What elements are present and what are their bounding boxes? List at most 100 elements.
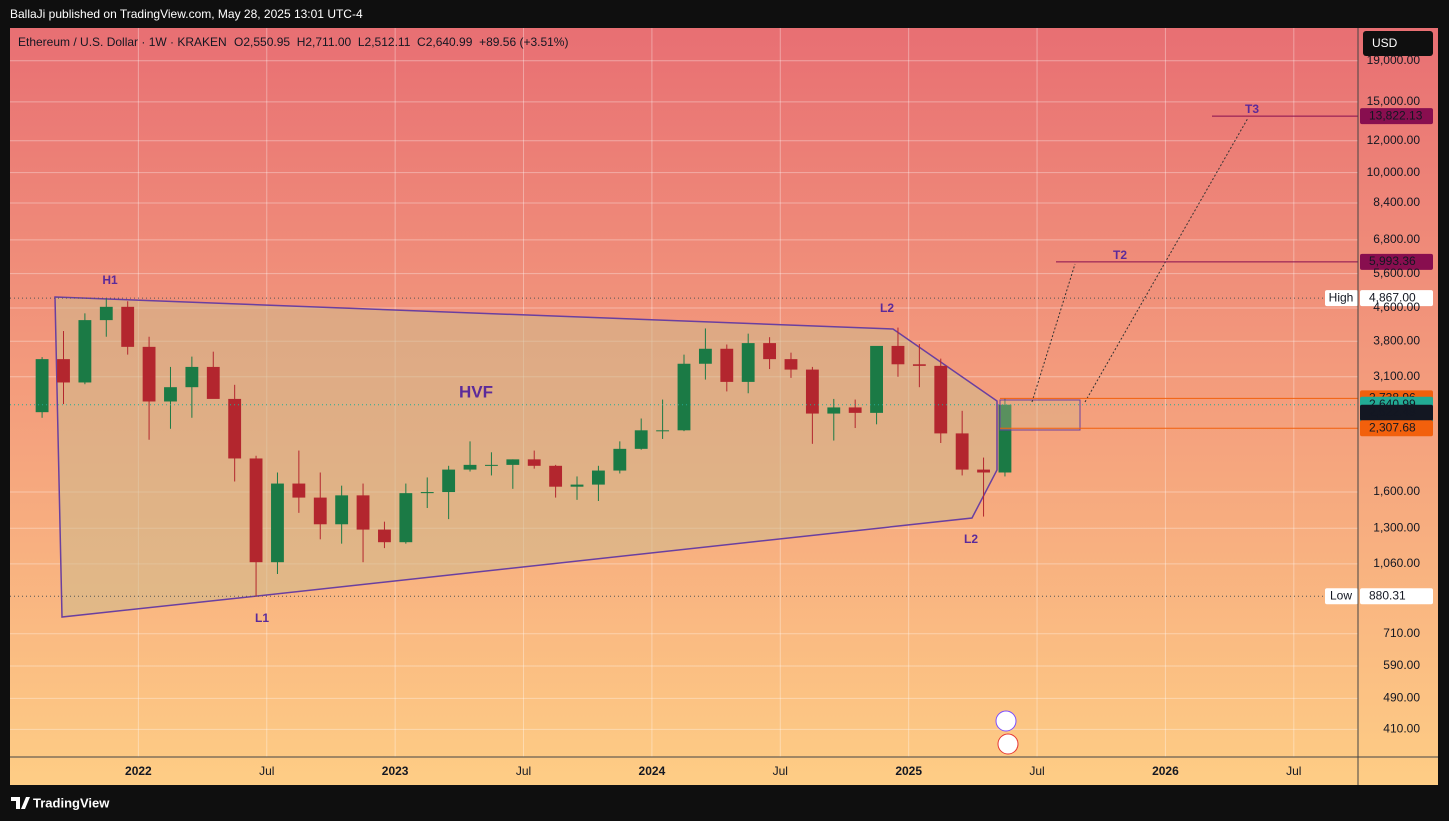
price-tag [1360,588,1433,605]
price-tag-name: High [1329,290,1354,304]
price-tag [1325,290,1358,307]
publisher: BallaJi published on TradingView.com, Ma… [10,7,363,21]
y-tick-label: 590.00 [1383,658,1420,672]
price-levels: 13,822.135,993.364,867.00High2,738.962,6… [10,108,1433,605]
currency[interactable]: USD [1372,36,1398,50]
price-tag-label: 13,822.13 [1369,108,1423,122]
x-tick-label: Jul [1029,764,1044,778]
x-tick-label: Jul [516,764,531,778]
event-icon[interactable] [995,710,1017,732]
candle-body [164,387,177,402]
candle-body [420,492,434,494]
candle-body [784,359,798,370]
candle-body [313,497,327,525]
x-tick-label: 2023 [382,764,409,778]
candle-body [613,448,627,471]
candle-body [142,346,156,402]
price-tag [1360,404,1433,421]
candle-body [805,369,819,414]
hvf-triangle [54,296,998,618]
price-tag [1325,588,1358,605]
candle-body [827,407,841,414]
candle-body [870,345,883,413]
candle-body [977,469,990,473]
candle-body [292,483,306,498]
price-tag-label: 4,867.00 [1369,290,1416,304]
y-tick-label: 4,600.00 [1373,300,1420,314]
candle-body [185,366,199,388]
candle-body [634,430,648,449]
x-tick-label: Jul [259,764,274,778]
y-tick-label: 410.00 [1383,722,1420,736]
y-tick-label: 10,000.00 [1367,165,1421,179]
candle-body [399,493,413,543]
price-tag [1360,108,1433,125]
candle-body [848,407,862,413]
candle-body [485,464,498,466]
x-tick-label: 2025 [895,764,922,778]
annotation: T2 [1113,248,1127,262]
y-tick-label: 3,100.00 [1373,369,1420,383]
candle-body [570,484,584,487]
candle-body [442,469,456,493]
currency-button[interactable] [1363,31,1433,56]
price-tag-name: Low [1330,588,1352,602]
candle-body [378,529,391,543]
candle-body [955,433,969,470]
y-tick-label: 6,800.00 [1373,232,1420,246]
y-tick-label: 490.00 [1383,691,1420,705]
candle-body [271,483,284,563]
projection-line [1084,117,1249,403]
candle-body [206,366,220,399]
symbol: Ethereum / U.S. Dollar · 1W · KRAKEN [18,35,227,49]
x-tick-label: Jul [1286,764,1301,778]
target-box [999,399,1081,431]
x-tick-label: Jul [773,764,788,778]
candle-body [228,398,242,459]
candle-body [506,459,520,465]
x-tick-label: 2026 [1152,764,1179,778]
candle-body [356,495,370,530]
candle-body [549,465,563,487]
candle-body [912,364,926,366]
annotation: T3 [1245,102,1259,116]
candle-body [891,345,905,365]
logo [11,797,30,809]
candle-body [35,359,49,413]
x-tick-label: 2024 [639,764,666,778]
axes: 19,000.00 15,000.00 12,000.00 10,000.00 8,40… [125,53,1420,778]
annotation: L2 [880,301,894,315]
candle-body [763,343,777,360]
candle-body [99,306,113,321]
price-tag [1360,420,1433,437]
event-icon[interactable] [997,733,1019,755]
candles [35,298,1012,597]
footer-brand: TradingView [33,795,110,810]
price-tag-label: 2,307.68 [1369,420,1416,434]
y-tick-label: 1,300.00 [1373,520,1420,534]
candle-body [998,404,1012,473]
price-tag-label: 5,993.36 [1369,254,1416,268]
candle-body [677,363,691,431]
projection-line [1031,263,1076,403]
candle-body [78,320,92,383]
annotation: L1 [255,611,269,625]
x-tick-label: 2022 [125,764,152,778]
price-tag-label: 2,522.48 [1369,405,1416,419]
price-tag-label: 880.31 [1369,588,1406,602]
candle-body [121,306,135,347]
candle-body [335,495,349,525]
candle-body [591,470,605,485]
y-tick-label: 12,000.00 [1367,133,1421,147]
annotation: HVF [459,382,493,401]
y-tick-label: 5,600.00 [1373,266,1420,280]
y-tick-label: 1,600.00 [1373,484,1420,498]
price-tag [1360,290,1433,307]
y-tick-label: 1,060.00 [1373,556,1420,570]
y-tick-label: 19,000.00 [1367,53,1421,67]
candle-body [934,365,948,434]
annotation: L2 [964,532,978,546]
y-tick-label: 8,400.00 [1373,195,1420,209]
candle-body [463,464,477,470]
